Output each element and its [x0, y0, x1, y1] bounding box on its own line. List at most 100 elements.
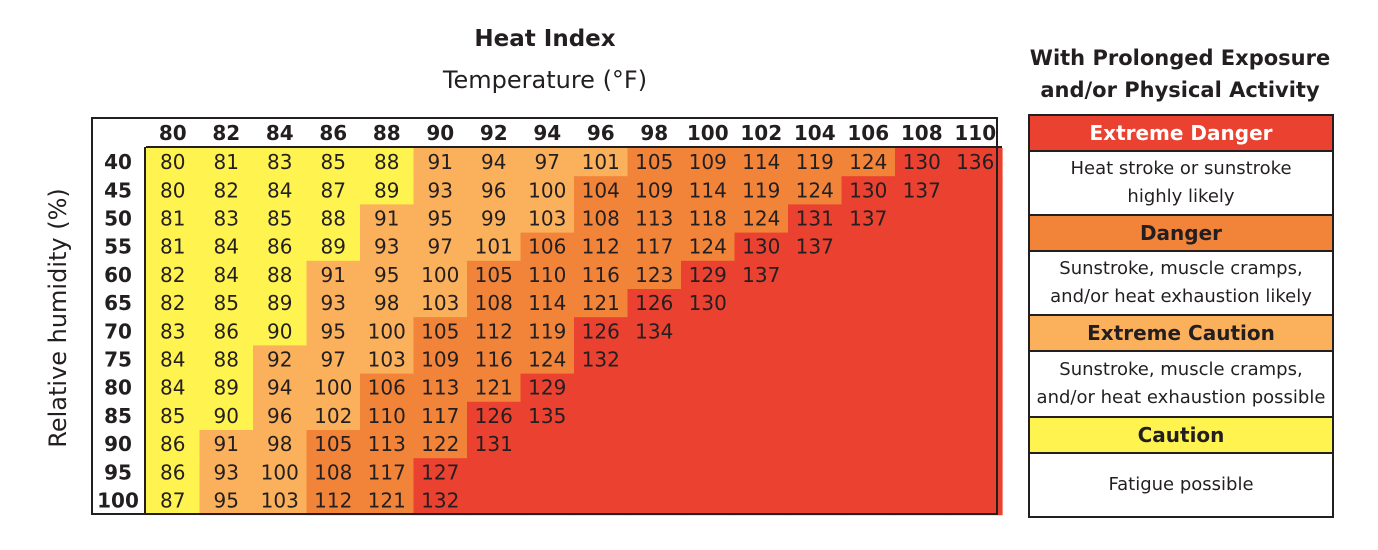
heat-value-label: 130	[742, 235, 780, 259]
temperature-tick-label: 80	[159, 121, 187, 145]
heat-value-label: 91	[428, 150, 453, 174]
heat-cell	[360, 232, 415, 262]
legend-extreme-danger-desc: Heat stroke or sunstroke highly likely	[1030, 152, 1332, 216]
heat-cell	[199, 317, 254, 346]
heat-value-label: 112	[475, 319, 513, 343]
heat-cell	[574, 289, 629, 318]
heat-cell	[146, 204, 201, 234]
heat-cell	[360, 430, 415, 459]
heat-value-label: 100	[261, 460, 299, 484]
heat-cell	[253, 317, 308, 346]
legend-caution-desc: Fatigue possible	[1030, 454, 1332, 516]
heat-cell	[467, 289, 522, 318]
heat-value-label: 132	[582, 348, 620, 372]
heat-value-label: 86	[267, 235, 292, 259]
heat-cell	[413, 176, 468, 205]
heat-cell	[306, 317, 361, 346]
humidity-tick-label: 100	[97, 489, 139, 513]
heat-cell	[199, 458, 254, 487]
heat-cell	[520, 204, 575, 234]
heat-cell	[895, 317, 950, 346]
temperature-tick-label: 86	[319, 121, 347, 145]
heat-cell	[146, 486, 201, 516]
heat-cell	[627, 260, 682, 290]
heat-value-label: 136	[956, 150, 994, 174]
heat-cell	[681, 373, 736, 403]
heat-value-label: 119	[742, 178, 780, 202]
heat-value-label: 114	[742, 150, 780, 174]
heat-cell	[841, 317, 896, 346]
heat-cell	[360, 148, 415, 177]
heat-cell	[627, 345, 682, 375]
heat-value-label: 119	[528, 319, 566, 343]
heat-value-label: 81	[160, 207, 185, 231]
temperature-tick-label: 90	[426, 121, 454, 145]
heat-cell	[253, 430, 308, 459]
temperature-tick-label: 102	[740, 121, 782, 145]
heat-cell	[199, 401, 254, 431]
heat-value-label: 100	[421, 263, 459, 287]
heat-cell	[734, 260, 789, 290]
heat-cell	[841, 204, 896, 234]
heat-cell	[788, 430, 843, 459]
heat-value-label: 97	[321, 348, 346, 372]
heat-cell	[146, 148, 201, 177]
heat-cell	[520, 148, 575, 177]
legend-title: With Prolonged Exposure and/or Physical …	[1028, 42, 1332, 106]
heat-value-label: 102	[314, 404, 352, 428]
heat-cell	[681, 401, 736, 431]
heat-cell	[520, 486, 575, 516]
heat-value-label: 122	[421, 432, 459, 456]
heat-cell	[788, 401, 843, 431]
heat-value-label: 85	[160, 404, 185, 428]
heat-cell	[895, 458, 950, 487]
heat-value-label: 88	[267, 263, 292, 287]
heat-cell	[948, 260, 1003, 290]
heat-cell	[360, 317, 415, 346]
heat-cell	[199, 345, 254, 375]
heat-value-label: 87	[321, 178, 346, 202]
heat-value-label: 112	[582, 235, 620, 259]
heat-value-label: 96	[481, 178, 506, 202]
heat-value-label: 137	[903, 178, 941, 202]
heat-value-label: 100	[314, 376, 352, 400]
temperature-tick-label: 84	[266, 121, 294, 145]
humidity-tick-label: 95	[104, 460, 132, 484]
heat-cell	[146, 430, 201, 459]
heat-cell	[306, 486, 361, 516]
heat-value-label: 91	[214, 432, 239, 456]
heat-cell	[627, 401, 682, 431]
heat-cell	[895, 486, 950, 516]
heat-value-label: 106	[528, 235, 566, 259]
heat-cell	[895, 289, 950, 318]
heat-value-label: 85	[214, 291, 239, 315]
legend-desc-line: and/or heat exhaustion likely	[1050, 286, 1312, 307]
heat-value-label: 135	[528, 404, 566, 428]
legend-title-line2: and/or Physical Activity	[1040, 78, 1320, 102]
heat-value-label: 126	[582, 319, 620, 343]
heat-value-label: 87	[160, 489, 185, 513]
heat-cell	[841, 430, 896, 459]
heat-cell	[627, 458, 682, 487]
heat-value-label: 88	[374, 150, 399, 174]
heat-cell	[574, 204, 629, 234]
heat-cell	[574, 260, 629, 290]
x-axis-label: Temperature (°F)	[442, 66, 648, 94]
legend-desc-line: Heat stroke or sunstroke	[1070, 158, 1292, 179]
heat-value-label: 121	[582, 291, 620, 315]
heat-cell	[948, 176, 1003, 205]
heat-value-label: 114	[528, 291, 566, 315]
heat-cell	[467, 176, 522, 205]
heat-cell	[574, 148, 629, 177]
heat-cell	[841, 486, 896, 516]
legend-danger-desc: Sunstroke, muscle cramps, and/or heat ex…	[1030, 252, 1332, 316]
heat-cell	[146, 373, 201, 403]
heat-value-label: 103	[421, 291, 459, 315]
heat-cell	[467, 373, 522, 403]
heat-value-label: 131	[475, 432, 513, 456]
heat-value-label: 124	[849, 150, 887, 174]
heat-value-label: 90	[214, 404, 239, 428]
humidity-tick-label: 85	[104, 404, 132, 428]
heat-cell	[948, 458, 1003, 487]
heat-value-label: 109	[689, 150, 727, 174]
